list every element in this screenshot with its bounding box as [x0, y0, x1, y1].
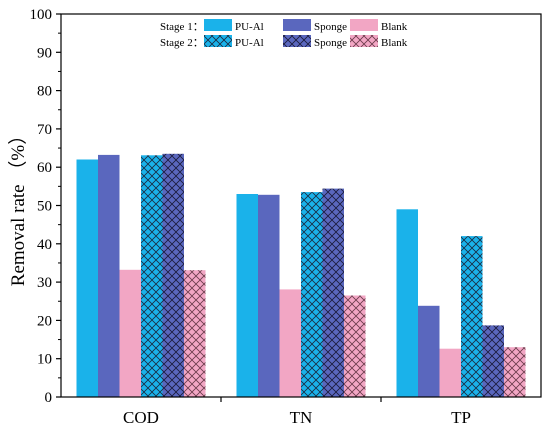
y-tick-label: 70	[37, 122, 52, 138]
legend-stage-label: Stage 1：	[160, 21, 204, 33]
bar-cod-stage2-sponge	[162, 153, 184, 397]
legend: Stage 1： PU-Al Sponge Blank Stage 2： PU-Al Spo…	[160, 19, 408, 49]
bar-tp-stage1-blank	[439, 348, 461, 397]
legend-label: PU-Al	[235, 21, 264, 33]
y-tick-label: 100	[30, 7, 53, 23]
bar-tp-stage2-blank	[504, 347, 526, 397]
x-tick-label: TP	[451, 408, 471, 427]
bar-tn-stage1-sponge	[258, 194, 280, 397]
y-axis-label: Removal rate （%）	[7, 126, 29, 286]
legend-label: Blank	[381, 21, 408, 33]
y-tick-label: 30	[37, 275, 52, 291]
legend-swatch	[350, 19, 378, 31]
bar-tn-stage2-blank	[344, 295, 366, 397]
legend-swatch	[204, 35, 232, 47]
bar-tn-stage1-blank	[279, 289, 301, 397]
bar-tn-stage2-sponge	[322, 188, 344, 397]
legend-label: Blank	[381, 37, 408, 49]
bar-tn-stage2-pual	[301, 192, 323, 397]
bar-tn-stage1-pual	[236, 194, 258, 397]
legend-label: PU-Al	[235, 37, 264, 49]
y-tick-label: 40	[37, 237, 52, 253]
legend-swatch	[350, 35, 378, 47]
bar-cod-stage1-sponge	[98, 154, 120, 397]
y-tick-label: 90	[37, 45, 52, 61]
bar-cod-stage2-pual	[141, 155, 163, 397]
bar-tp-stage1-pual	[396, 209, 418, 397]
bar-cod-stage1-pual	[76, 159, 98, 397]
legend-swatch	[204, 19, 232, 31]
y-tick-label: 80	[37, 84, 52, 100]
bar-cod-stage2-blank	[184, 270, 206, 397]
y-tick-label: 60	[37, 160, 52, 176]
x-tick-label: TN	[290, 408, 313, 427]
y-tick-label: 50	[37, 199, 52, 215]
axes-layer: 0 10 20 30 40 50 60 70 80 90 100 COD TN TP	[30, 7, 542, 427]
bar-tp-stage2-sponge	[482, 325, 504, 397]
bars-layer	[76, 153, 526, 397]
legend-swatch	[283, 35, 311, 47]
y-tick-label: 20	[37, 313, 52, 329]
bar-tp-stage1-sponge	[418, 305, 440, 397]
x-tick-label: COD	[123, 408, 159, 427]
legend-label: Sponge	[314, 21, 347, 33]
legend-swatch	[283, 19, 311, 31]
y-tick-label: 0	[45, 390, 53, 406]
bar-cod-stage1-blank	[119, 269, 141, 397]
y-tick-label: 10	[37, 352, 52, 368]
bar-tp-stage2-pual	[461, 236, 483, 397]
legend-stage-label: Stage 2：	[160, 37, 204, 49]
legend-label: Sponge	[314, 37, 347, 49]
